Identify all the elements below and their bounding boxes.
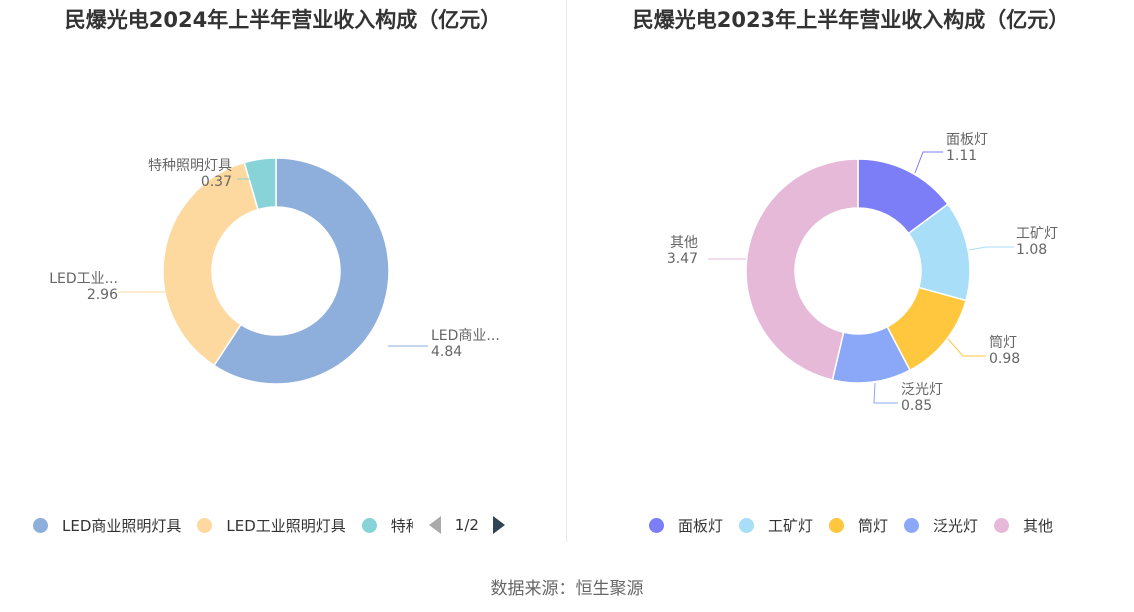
legend-label-2023-1: 工矿灯 — [767, 516, 813, 535]
slice-2024-1[interactable] — [162, 161, 259, 367]
legend-dot-2023-4 — [994, 517, 1010, 533]
slice-2023-value-3: 0.85 — [901, 398, 932, 414]
slice-2023-value-2: 0.98 — [989, 351, 1020, 367]
slice-2023-label-1: 工矿灯 — [1016, 226, 1058, 242]
legend-pager: 1/2 — [428, 516, 505, 534]
pager-prev-icon[interactable] — [428, 516, 441, 534]
legend-item-commercial[interactable]: LED商业照明灯具 — [33, 515, 181, 536]
panel-divider — [566, 0, 567, 542]
slice-2024-label-2: 特种照明灯具 — [148, 158, 232, 174]
slice-2024-label-1: LED工业... — [49, 271, 118, 287]
legend-dot-2023-1 — [738, 517, 754, 533]
slice-2023-label-3: 泛光灯 — [901, 382, 943, 398]
slice-2024-2[interactable] — [243, 157, 277, 211]
legend-item-industrial[interactable]: LED工业照明灯具 — [197, 515, 346, 536]
legend-label-2023-3: 泛光灯 — [933, 516, 979, 535]
legend-dot-special — [361, 517, 377, 533]
chart-title-2023: 民爆光电2023年上半年营业收入构成（亿元） — [632, 8, 1070, 32]
slice-2023-leader-1 — [968, 246, 1014, 251]
legend-item-2023-1[interactable]: 工矿灯 — [738, 515, 813, 536]
legend-dot-2023-0 — [648, 517, 664, 533]
slice-2024-label-0: LED商业... — [431, 328, 500, 344]
slice-2023-value-0: 1.11 — [946, 148, 977, 164]
slice-2024-leader-2 — [237, 178, 260, 199]
legend-item-2023-2[interactable]: 筒灯 — [828, 515, 888, 536]
legend-dot-industrial — [197, 517, 213, 533]
slice-2023-label-4: 其他 — [670, 235, 698, 251]
legend-label-2023-4: 其他 — [1023, 516, 1054, 535]
chart-title-2024: 民爆光电2024年上半年营业收入构成（亿元） — [64, 8, 502, 32]
legend-2024: LED商业照明灯具 LED工业照明灯具 特种照明灯具 1/2 — [0, 512, 566, 538]
slice-2024-value-2: 0.37 — [201, 174, 232, 190]
legend-item-2023-3[interactable]: 泛光灯 — [904, 515, 978, 536]
data-source: 数据来源：恒生聚源 — [490, 579, 644, 599]
chart-panel-2023: 民爆光电2023年上半年营业收入构成（亿元） 面板灯 1.11 工矿灯 1.08 筒灯 0… — [568, 0, 1134, 545]
legend-label-industrial: LED工业照明灯具 — [226, 516, 346, 535]
slice-2023-leader-2 — [947, 338, 986, 357]
slice-2024-value-1: 2.96 — [87, 287, 118, 303]
slice-2023-leader-3 — [873, 382, 898, 404]
legend-item-2023-4[interactable]: 其他 — [994, 515, 1053, 536]
pager-next-icon[interactable] — [492, 516, 505, 534]
legend-dot-2023-3 — [904, 517, 919, 533]
slice-2023-value-1: 1.08 — [1016, 242, 1047, 258]
legend-label-commercial: LED商业照明灯具 — [62, 516, 182, 535]
legend-item-2023-0[interactable]: 面板灯 — [648, 515, 723, 536]
slice-2023-value-4: 3.47 — [667, 251, 698, 267]
legend-item-special[interactable]: 特种照明灯具 — [361, 515, 425, 536]
slice-2024-value-0: 4.84 — [431, 344, 462, 360]
pager-text: 1/2 — [454, 516, 479, 534]
legend-2023: 面板灯 工矿灯 筒灯 泛光灯 其他 — [568, 512, 1134, 538]
legend-label-2023-2: 筒灯 — [857, 516, 888, 535]
slice-2023-4[interactable] — [745, 158, 859, 381]
chart-panel-2024: 民爆光电2024年上半年营业收入构成（亿元） LED商业... 4.84 LED工业… — [0, 0, 566, 545]
slice-2023-label-0: 面板灯 — [946, 132, 988, 148]
legend-label-special: 特种照明灯具 — [390, 516, 413, 535]
legend-dot-commercial — [33, 517, 48, 533]
legend-label-2023-0: 面板灯 — [677, 516, 723, 535]
slice-2024-0[interactable] — [212, 157, 390, 385]
legend-dot-2023-2 — [828, 517, 844, 533]
slice-2023-leader-0 — [914, 151, 943, 174]
slice-2023-label-2: 筒灯 — [989, 334, 1017, 351]
